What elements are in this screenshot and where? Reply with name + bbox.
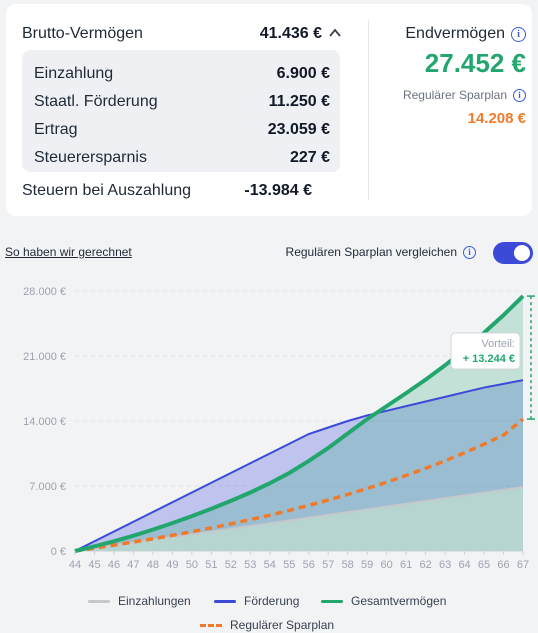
breakdown-row-deposit: Einzahlung 6.900 € xyxy=(34,64,330,84)
y-tick-label: 14.000 € xyxy=(23,416,66,428)
compare-row: Regulären Sparplan vergleichen i xyxy=(286,245,476,259)
x-tick-label: 61 xyxy=(400,559,412,571)
x-tick-label: 63 xyxy=(439,559,451,571)
x-tick-label: 50 xyxy=(186,559,198,571)
x-tick-label: 49 xyxy=(166,559,178,571)
x-tick-label: 51 xyxy=(205,559,217,571)
legend-label: Gesamtvermögen xyxy=(351,594,447,608)
x-tick-label: 65 xyxy=(478,559,490,571)
x-tick-label: 59 xyxy=(361,559,373,571)
gross-row[interactable]: Brutto-Vermögen 41.436 € xyxy=(22,24,322,44)
x-tick-label: 67 xyxy=(517,559,529,571)
advantage-box xyxy=(450,332,521,370)
info-icon[interactable]: i xyxy=(513,88,526,102)
deposit-value: 6.900 € xyxy=(276,65,330,82)
subsidy-label: Staatl. Förderung xyxy=(34,93,158,110)
regular-value: 14.208 € xyxy=(467,110,526,127)
yield-label: Ertrag xyxy=(34,121,78,138)
x-tick-label: 58 xyxy=(342,559,354,571)
subsidy-line xyxy=(74,379,524,552)
legend-deposits: Einzahlungen xyxy=(88,594,191,608)
breakdown-box: Einzahlung 6.900 € Staatl. Förderung 11.… xyxy=(22,50,340,172)
legend-total: Gesamtvermögen xyxy=(321,594,446,608)
payout-tax-value: -13.984 € xyxy=(244,182,312,199)
legend-label: Förderung xyxy=(244,594,300,608)
end-label: Endvermögen xyxy=(405,25,505,42)
compare-label: Regulären Sparplan vergleichen xyxy=(285,245,457,259)
end-label-row: Endvermögen i xyxy=(376,23,526,45)
subsidy-value: 11.250 € xyxy=(268,93,330,110)
toggle-knob xyxy=(514,245,530,261)
x-tick-label: 64 xyxy=(458,559,470,571)
yield-value: 23.059 € xyxy=(267,121,330,138)
y-tick-label: 7.000 € xyxy=(29,481,66,493)
tax-savings-value: 227 € xyxy=(289,149,330,166)
divider xyxy=(368,20,369,200)
total-area xyxy=(75,296,523,551)
y-tick-label: 0 € xyxy=(51,546,66,558)
x-tick-label: 47 xyxy=(127,559,139,571)
x-tick-label: 54 xyxy=(264,559,276,571)
legend-label: Regulärer Sparplan xyxy=(230,618,335,632)
x-tick-label: 57 xyxy=(322,559,334,571)
breakdown-row-subsidy: Staatl. Förderung 11.250 € xyxy=(34,92,330,112)
legend-swatch xyxy=(321,599,343,603)
x-tick-label: 46 xyxy=(108,559,120,571)
gross-value: 41.436 € xyxy=(259,25,322,42)
breakdown-row-yield: Ertrag 23.059 € xyxy=(34,120,330,140)
tax-savings-label: Steuerersparnis xyxy=(34,149,147,166)
x-tick-label: 45 xyxy=(88,559,100,571)
y-tick-label: 28.000 € xyxy=(23,286,66,298)
deposit-label: Einzahlung xyxy=(34,65,114,82)
breakdown-row-tax-savings: Steuerersparnis 227 € xyxy=(34,148,330,168)
chevron-up-icon[interactable] xyxy=(328,26,342,40)
x-tick-label: 55 xyxy=(283,559,295,571)
legend-subsidy: Förderung xyxy=(214,594,299,608)
gross-label: Brutto-Vermögen xyxy=(22,25,143,42)
payout-tax-label: Steuern bei Auszahlung xyxy=(22,182,192,199)
y-tick-label: 21.000 € xyxy=(23,351,66,363)
payout-tax-row: Steuern bei Auszahlung -13.984 € xyxy=(22,180,312,202)
advantage-label: Vorteil: xyxy=(481,338,515,350)
total-line xyxy=(74,294,525,553)
x-tick-label: 62 xyxy=(419,559,431,571)
legend-regular: Regulärer Sparplan xyxy=(200,618,334,632)
regular-label: Regulärer Sparplan xyxy=(402,88,507,102)
x-tick-label: 66 xyxy=(497,559,509,571)
info-icon[interactable]: i xyxy=(463,245,476,259)
x-tick-label: 60 xyxy=(381,559,393,571)
calculation-link[interactable]: So haben wir gerechnet xyxy=(5,245,132,259)
legend-swatch xyxy=(200,623,222,627)
x-tick-label: 56 xyxy=(303,559,315,571)
compare-toggle[interactable] xyxy=(493,242,533,264)
legend-swatch xyxy=(214,599,236,603)
advantage-value: + 13.244 € xyxy=(463,353,515,365)
regular-line xyxy=(74,417,525,553)
legend-swatch xyxy=(88,599,110,603)
wealth-chart: 0 € 7.000 € 14.000 € 21.000 € 28.000 € 44 45 46… xyxy=(23,286,535,571)
x-tick-label: 53 xyxy=(244,559,256,571)
x-tick-label: 52 xyxy=(225,559,237,571)
legend-label: Einzahlungen xyxy=(118,594,191,608)
summary-card: Brutto-Vermögen 41.436 € Einzahlung 6.90… xyxy=(6,4,532,216)
end-value: 27.452 € xyxy=(424,48,526,78)
x-tick-label: 44 xyxy=(69,559,81,571)
x-tick-label: 48 xyxy=(147,559,159,571)
regular-label-row: Regulärer Sparplan i xyxy=(376,86,526,104)
info-icon[interactable]: i xyxy=(511,26,526,42)
